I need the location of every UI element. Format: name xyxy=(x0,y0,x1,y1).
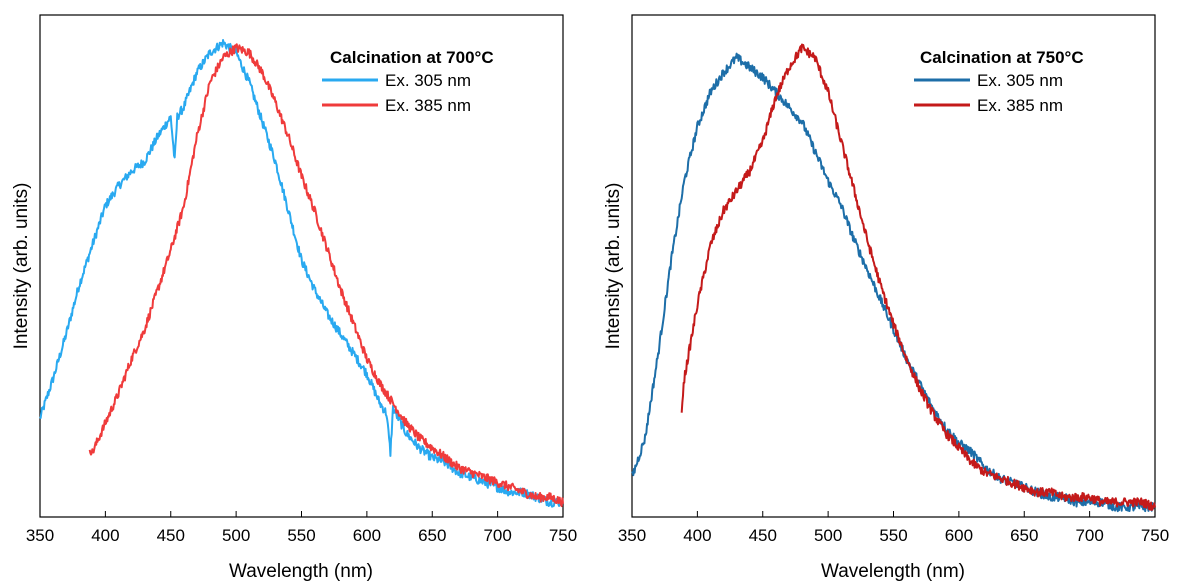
x-axis-title: Wavelength (nm) xyxy=(821,561,965,581)
x-tick-label-700: 700 xyxy=(1075,526,1103,545)
x-tick-label-450: 450 xyxy=(749,526,777,545)
legend-label-ex385: Ex. 385 nm xyxy=(977,96,1063,115)
x-tick-label-700: 700 xyxy=(483,526,511,545)
x-ticks xyxy=(631,511,1156,517)
chart-panel-700: 350 400 450 500 550 600 650 700 750 Wavelength (… xyxy=(11,14,577,581)
legend-title: Calcination at 750°C xyxy=(920,48,1084,67)
series-line-ex-385-nm xyxy=(680,43,1156,511)
series-lines xyxy=(39,39,564,508)
x-tick-label-400: 400 xyxy=(683,526,711,545)
x-tick-label-500: 500 xyxy=(222,526,250,545)
x-tick-label-400: 400 xyxy=(91,526,119,545)
legend: Calcination at 700°C Ex. 305 nm Ex. 385 … xyxy=(322,48,494,115)
x-tick-label-350: 350 xyxy=(618,526,646,545)
x-tick-label-750: 750 xyxy=(1141,526,1169,545)
series-lines xyxy=(631,43,1156,513)
chart-panel-750: 350 400 450 500 550 600 650 700 750 Wavelength (… xyxy=(603,14,1169,581)
x-tick-labels: 350 400 450 500 550 600 650 700 750 xyxy=(26,526,577,545)
x-tick-label-500: 500 xyxy=(814,526,842,545)
legend: Calcination at 750°C Ex. 305 nm Ex. 385 … xyxy=(914,48,1084,115)
x-ticks xyxy=(39,511,564,517)
x-tick-label-600: 600 xyxy=(945,526,973,545)
x-tick-label-650: 650 xyxy=(1010,526,1038,545)
legend-label-ex305: Ex. 305 nm xyxy=(385,71,471,90)
x-tick-label-750: 750 xyxy=(549,526,577,545)
plot-frame xyxy=(39,14,564,518)
x-tick-label-600: 600 xyxy=(353,526,381,545)
x-axis-title: Wavelength (nm) xyxy=(229,561,373,581)
legend-title: Calcination at 700°C xyxy=(330,48,494,67)
legend-label-ex305: Ex. 305 nm xyxy=(977,71,1063,90)
x-tick-label-550: 550 xyxy=(879,526,907,545)
series-line-ex-305-nm xyxy=(39,39,564,508)
legend-label-ex385: Ex. 385 nm xyxy=(385,96,471,115)
series-line-ex-385-nm xyxy=(88,43,564,508)
x-tick-labels: 350 400 450 500 550 600 650 700 750 xyxy=(618,526,1169,545)
y-axis-title: Intensity (arb. units) xyxy=(603,183,624,350)
x-tick-label-350: 350 xyxy=(26,526,54,545)
y-axis-title: Intensity (arb. units) xyxy=(11,183,32,350)
x-tick-label-450: 450 xyxy=(157,526,185,545)
series-line-ex-305-nm xyxy=(631,52,1156,513)
x-tick-label-650: 650 xyxy=(418,526,446,545)
x-tick-label-550: 550 xyxy=(287,526,315,545)
